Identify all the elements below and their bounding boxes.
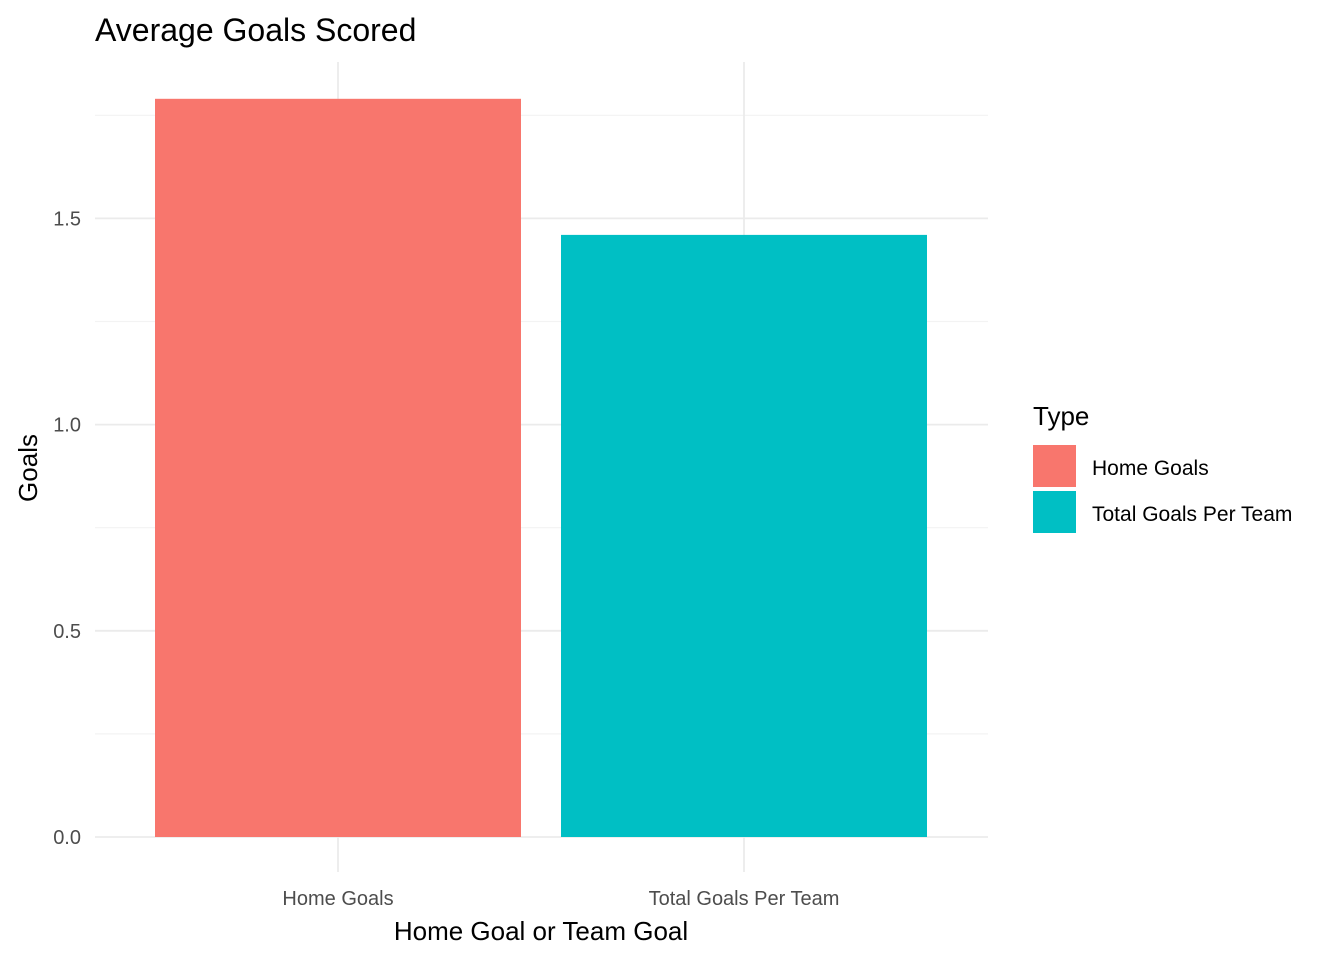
legend-label-total-goals-per-team: Total Goals Per Team bbox=[1092, 503, 1292, 526]
legend-title: Type bbox=[1033, 401, 1089, 431]
x-tick-label: Home Goals bbox=[282, 888, 393, 910]
chart-title: Average Goals Scored bbox=[95, 12, 416, 48]
tick-labels-layer: 0.0 0.5 1.0 1.5 Home Goals Total Goals Per Te… bbox=[53, 208, 839, 910]
y-axis-title: Goals bbox=[13, 434, 43, 502]
legend-label-home-goals: Home Goals bbox=[1092, 457, 1209, 480]
legend-swatch-total-goals-per-team bbox=[1033, 491, 1076, 533]
y-tick-label: 0.5 bbox=[53, 621, 81, 643]
bar-home-goals bbox=[155, 98, 521, 837]
y-tick-label: 1.0 bbox=[53, 415, 81, 437]
x-tick-label: Total Goals Per Team bbox=[649, 888, 840, 910]
bar-total-goals-per-team bbox=[561, 234, 927, 837]
bars-layer bbox=[155, 98, 927, 837]
legend-swatch-home-goals bbox=[1033, 445, 1076, 487]
legend: Type Home Goals Total Goals Per Team bbox=[1033, 401, 1292, 533]
x-axis-title: Home Goal or Team Goal bbox=[394, 916, 688, 946]
y-tick-label: 0.0 bbox=[53, 827, 81, 849]
y-tick-label: 1.5 bbox=[53, 208, 81, 230]
